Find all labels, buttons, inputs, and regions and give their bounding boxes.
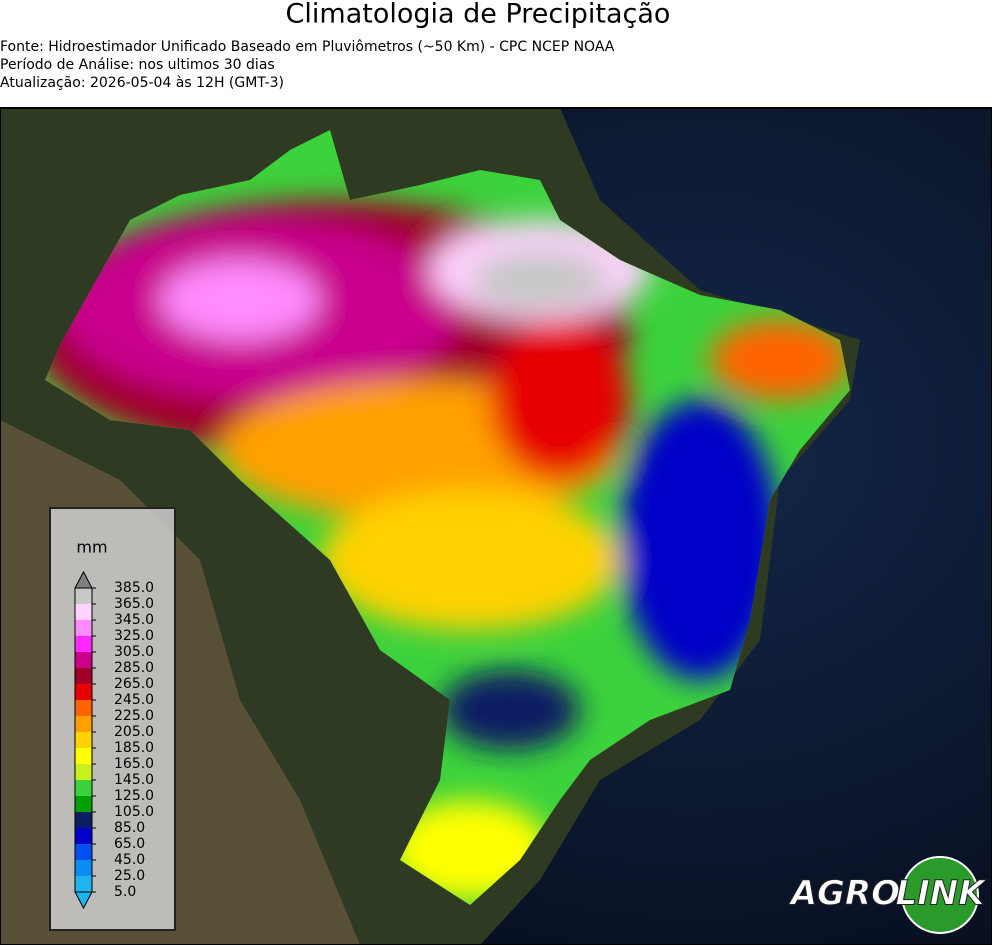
colorbar: mm 5.025.045.065.085.0105.0125.0145.0165… [49,507,176,931]
colorbar-tick-label: 225.0 [114,708,154,724]
period-line: Período de Análise: nos ultimos 30 dias [0,57,275,73]
colorbar-tick-label: 45.0 [114,852,145,868]
colorbar-tick-label: 365.0 [114,596,154,612]
map-frame [0,107,992,945]
colorbar-tick-label: 385.0 [114,580,154,596]
colorbar-tick-label: 125.0 [114,788,154,804]
colorbar-tick-label: 305.0 [114,644,154,660]
logo-left: AGRO [788,874,900,914]
colorbar-segment [75,860,92,876]
colorbar-segment [75,652,92,668]
update-line: Atualização: 2026-05-04 às 12H (GMT-3) [0,75,284,91]
colorbar-tick-label: 105.0 [114,804,154,820]
header-bg [0,0,992,106]
colorbar-segment [75,668,92,684]
colorbar-segment [75,716,92,732]
colorbar-tick-label: 345.0 [114,612,154,628]
source-line: Fonte: Hidroestimador Unificado Baseado … [0,39,615,55]
colorbar-segment [75,780,92,796]
colorbar-tick-label: 285.0 [114,660,154,676]
logo: AGRO LINK [787,856,988,934]
colorbar-tick-label: 265.0 [114,676,154,692]
logo-right: LINK [895,874,987,914]
colorbar-outline [74,587,93,893]
colorbar-segment [75,588,92,604]
colorbar-segment [75,604,92,620]
colorbar-tick-label: 5.0 [114,884,136,900]
colorbar-segment [75,812,92,828]
logo-circle [901,856,979,934]
colorbar-unit: mm [76,538,107,557]
colorbar-tick-label: 205.0 [114,724,154,740]
colorbar-tick-label: 245.0 [114,692,154,708]
colorbar-segment [75,700,92,716]
colorbar-tick-label: 165.0 [114,756,154,772]
colorbar-tick-label: 85.0 [114,820,145,836]
colorbar-segment [75,844,92,860]
colorbar-segment [75,636,92,652]
colorbar-tick-label: 145.0 [114,772,154,788]
colorbar-segment [75,684,92,700]
colorbar-segment [75,828,92,844]
colorbar-tick-label: 65.0 [114,836,145,852]
colorbar-tick-label: 185.0 [114,740,154,756]
colorbar-segment [75,732,92,748]
colorbar-segment [75,620,92,636]
colorbar-box [49,507,176,931]
colorbar-tick-label: 25.0 [114,868,145,884]
colorbar-segment [75,764,92,780]
colorbar-tick-label: 325.0 [114,628,154,644]
title: Climatologia de Precipitação [286,0,671,30]
colorbar-segment [75,748,92,764]
colorbar-segment [75,876,92,892]
colorbar-segment [75,796,92,812]
